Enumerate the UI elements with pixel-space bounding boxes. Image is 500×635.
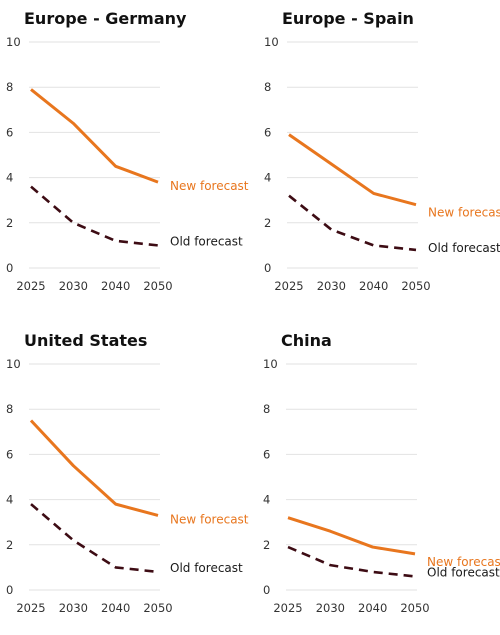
y-tick-label: 10 — [6, 357, 21, 371]
y-tick-label: 0 — [263, 583, 270, 597]
y-tick-label: 2 — [6, 538, 13, 552]
new-forecast-label: New forecast — [428, 206, 500, 220]
y-tick-label: 2 — [6, 216, 13, 230]
chart-title: Europe - Spain — [282, 9, 414, 28]
x-tick-label: 2025 — [16, 279, 45, 293]
y-tick-label: 8 — [6, 402, 13, 416]
y-tick-label: 10 — [263, 357, 278, 371]
new-forecast-label: New forecast — [170, 512, 249, 526]
y-tick-label: 0 — [6, 583, 13, 597]
y-tick-label: 2 — [264, 216, 271, 230]
new-forecast-label: New forecast — [170, 179, 249, 193]
y-tick-label: 4 — [263, 493, 270, 507]
old-forecast-label: Old forecast — [428, 241, 500, 255]
x-tick-label: 2040 — [359, 279, 388, 293]
x-tick-label: 2050 — [143, 279, 172, 293]
y-tick-label: 4 — [264, 171, 271, 185]
x-tick-label: 2030 — [59, 601, 88, 615]
x-tick-label: 2030 — [59, 279, 88, 293]
y-tick-label: 8 — [263, 402, 270, 416]
y-tick-label: 0 — [6, 261, 13, 275]
x-tick-label: 2025 — [273, 601, 302, 615]
new-forecast-line — [288, 133, 417, 207]
old-forecast-line — [287, 545, 416, 578]
y-tick-label: 6 — [6, 125, 13, 139]
y-tick-label: 4 — [6, 171, 13, 185]
new-forecast-line — [30, 88, 159, 184]
chart-panel-united-states: United States 0 2 4 6 8 10 2025 2030 2040 2050 New… — [0, 322, 250, 635]
chart-title: Europe - Germany — [24, 9, 187, 28]
new-forecast-line — [29, 419, 159, 517]
x-tick-label: 2025 — [16, 601, 45, 615]
x-tick-label: 2040 — [101, 601, 130, 615]
y-tick-label: 10 — [264, 35, 279, 49]
old-forecast-label: Old forecast — [170, 561, 243, 575]
y-tick-label: 10 — [6, 35, 21, 49]
chart-plot: 0 2 4 6 8 10 2025 2030 2040 2050 New forecast Old f… — [6, 357, 249, 615]
y-tick-label: 0 — [264, 261, 271, 275]
chart-panel-china: China 0 2 4 6 8 10 2025 2030 2040 2050 New forecas… — [257, 322, 500, 635]
old-forecast-line — [30, 503, 159, 574]
y-tick-label: 6 — [264, 125, 271, 139]
chart-plot: 0 2 4 6 8 10 2025 2030 2040 2050 New forecast Old f… — [6, 35, 249, 293]
y-tick-label: 6 — [263, 447, 270, 461]
x-tick-label: 2050 — [400, 601, 429, 615]
chart-panel-germany: Europe - Germany 0 2 4 6 8 10 2025 2030 2040 2050… — [0, 0, 250, 313]
x-tick-label: 2040 — [358, 601, 387, 615]
y-tick-label: 2 — [263, 538, 270, 552]
y-tick-label: 8 — [264, 80, 271, 94]
y-tick-label: 8 — [6, 80, 13, 94]
y-tick-label: 4 — [6, 493, 13, 507]
old-forecast-label: Old forecast — [427, 565, 500, 579]
x-tick-label: 2050 — [401, 279, 430, 293]
y-tick-label: 6 — [6, 447, 13, 461]
old-forecast-label: Old forecast — [170, 234, 243, 248]
x-tick-label: 2040 — [101, 279, 130, 293]
chart-plot: 0 2 4 6 8 10 2025 2030 2040 2050 New forecast Old f… — [264, 35, 500, 293]
new-forecast-line — [287, 516, 416, 556]
old-forecast-line — [30, 185, 159, 247]
new-forecast-label: New forecast — [427, 555, 500, 569]
x-tick-label: 2050 — [143, 601, 172, 615]
x-tick-label: 2030 — [317, 279, 346, 293]
x-tick-label: 2025 — [274, 279, 303, 293]
old-forecast-line — [288, 194, 417, 252]
chart-panel-spain: Europe - Spain 0 2 4 6 8 10 2025 2030 2040 2050 Ne… — [258, 0, 500, 313]
chart-title: China — [281, 331, 332, 350]
chart-title: United States — [24, 331, 148, 350]
x-tick-label: 2030 — [316, 601, 345, 615]
